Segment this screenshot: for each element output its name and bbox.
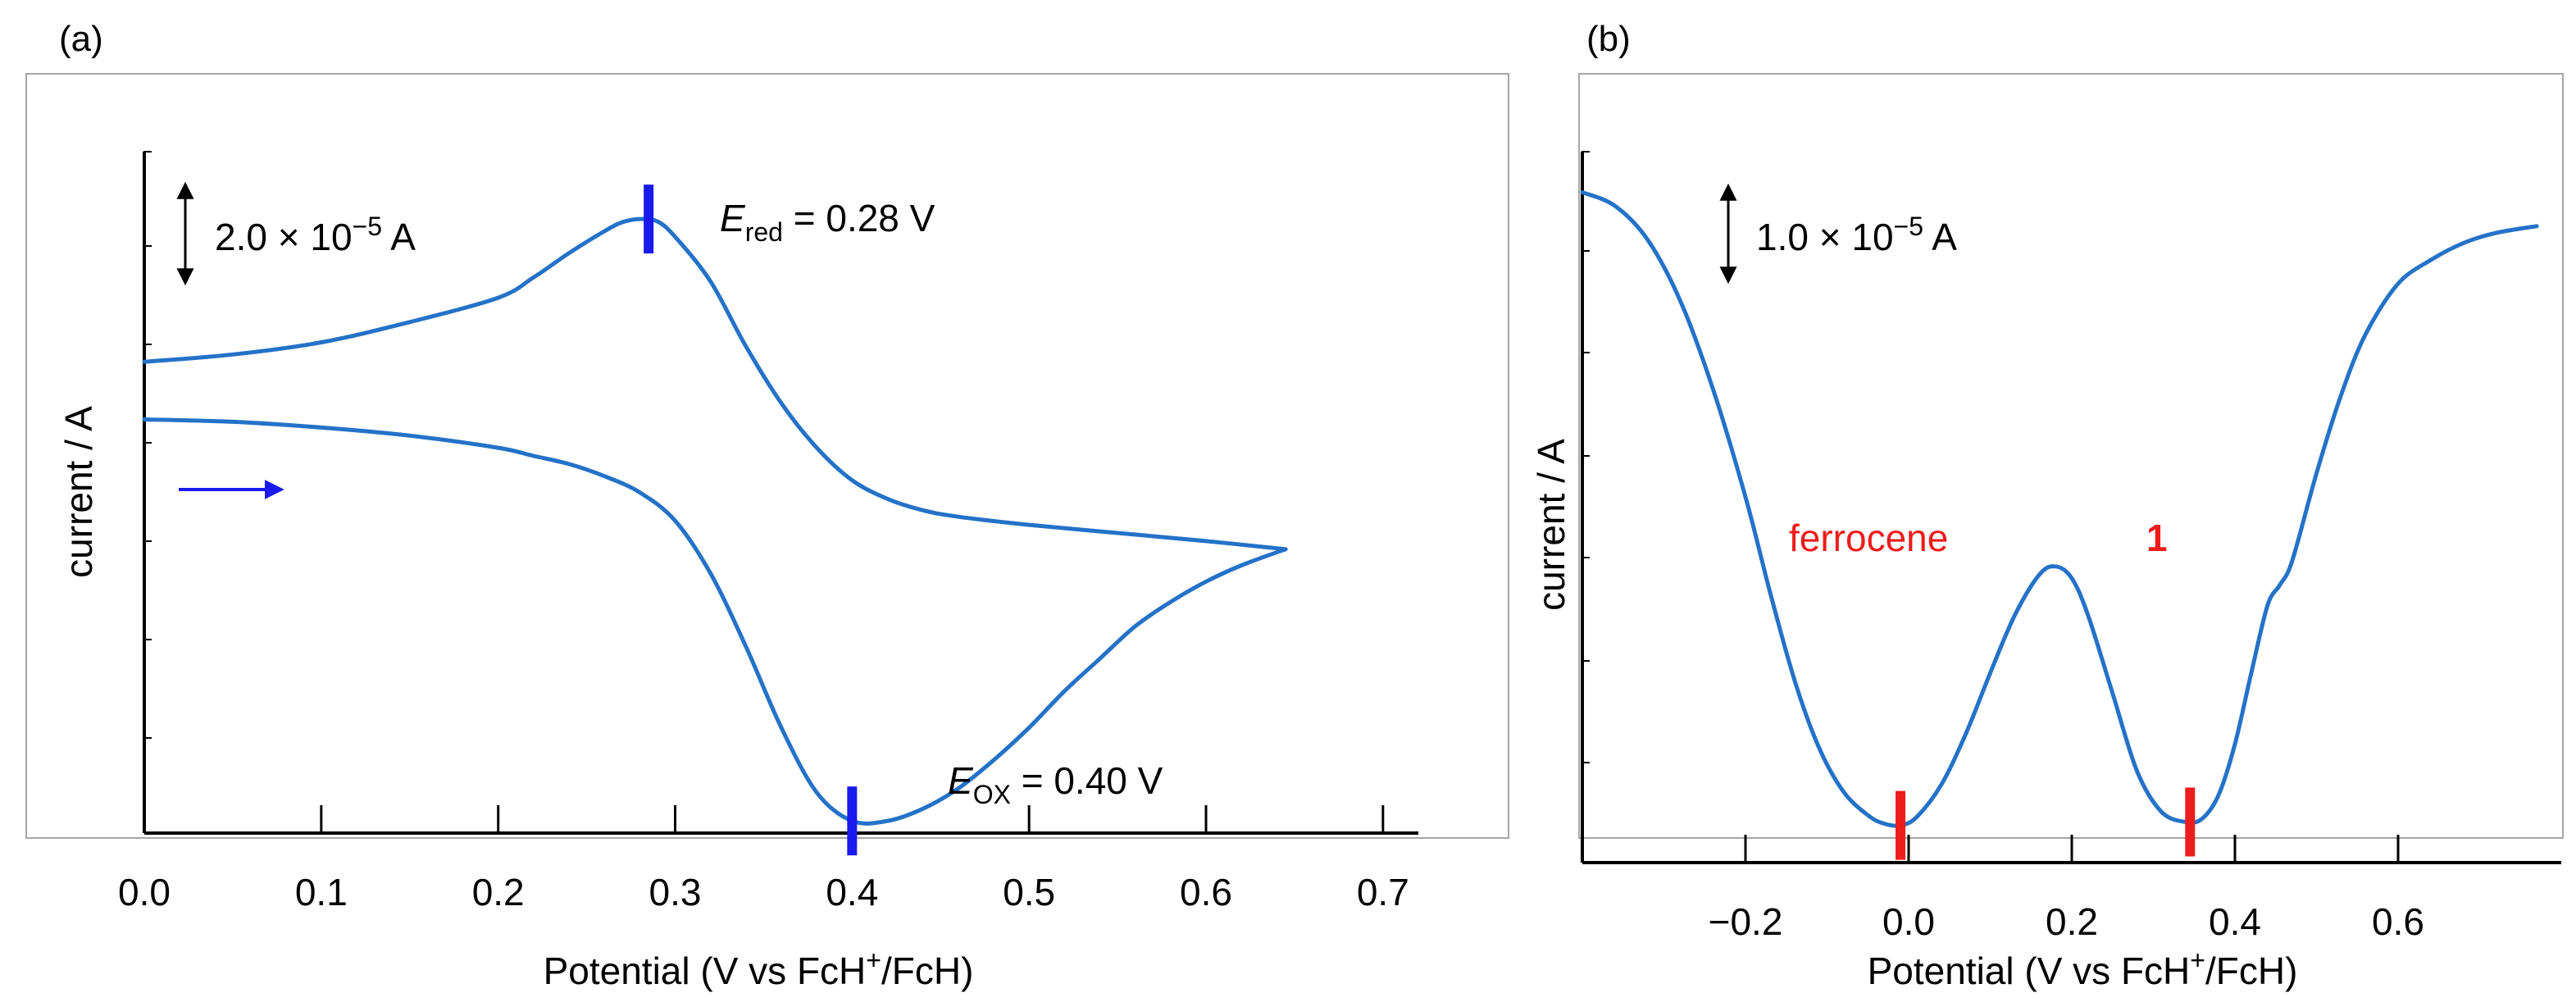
panel-a-peak-markers — [644, 184, 858, 856]
x-tick-label: 0.4 — [2209, 900, 2261, 943]
panel-a-x-axis-label: Potential (V vs FcH+/FcH) — [544, 945, 974, 992]
panel-b-series — [1580, 190, 2539, 828]
x-tick-label: −0.2 — [1709, 900, 1783, 943]
panel-a-y-ticks — [143, 151, 152, 739]
panel-b-scale-bar-label: 1.0 × 10−5 A — [1756, 212, 1957, 258]
panel-b-y-ticks — [1582, 151, 1590, 763]
panel-a-y-axis-label: current / A — [57, 406, 100, 578]
panel-a: (a) 0.0 0.1 0.2 0.3 0.4 0.5 0.6 0.7 2.0 × 10−5 … — [25, 19, 1509, 992]
panel-a-label: (a) — [59, 19, 103, 59]
x-tick-label: 0.3 — [649, 871, 702, 913]
panel-b-label: (b) — [1586, 19, 1631, 59]
x-tick-label: 0.6 — [1180, 871, 1232, 913]
series-line-dpv — [1580, 190, 2539, 828]
peak-marker — [644, 184, 654, 254]
panel-b-peak-markers — [1896, 787, 2196, 860]
panel-b-frame — [1578, 73, 2564, 839]
panel-b-x-axis-label: Potential (V vs FcH+/FcH) — [1868, 945, 2298, 992]
panel-a-scale-bar-label: 2.0 × 10−5 A — [215, 212, 416, 258]
annotation-e-red: Ered = 0.28 V — [720, 197, 935, 247]
series-line-cv-return — [142, 216, 1288, 552]
x-tick-label: 0.2 — [2046, 900, 2098, 943]
panel-a-x-tick-labels: 0.0 0.1 0.2 0.3 0.4 0.5 0.6 0.7 — [118, 871, 1409, 913]
panel-b: (b) −0.2 0.0 0.2 0.4 0.6 1.0 × 10−5 A ferroc… — [1530, 19, 2564, 992]
series-line-cv — [142, 417, 1288, 826]
panel-b-x-ticks — [1744, 835, 2400, 863]
panel-a-x-ticks — [143, 805, 1385, 833]
x-tick-label: 0.0 — [1882, 900, 1935, 943]
panel-b-y-axis-label: current / A — [1530, 439, 1572, 611]
x-tick-label: 0.5 — [1003, 871, 1055, 913]
x-tick-label: 0.7 — [1357, 871, 1409, 913]
peak-marker — [2185, 787, 2196, 857]
peak-marker — [847, 786, 858, 856]
x-tick-label: 0.1 — [295, 871, 348, 913]
x-tick-label: 0.2 — [472, 871, 525, 913]
x-tick-label: 0.6 — [2372, 900, 2424, 943]
panel-b-x-tick-labels: −0.2 0.0 0.2 0.4 0.6 — [1709, 900, 2424, 943]
panel-a-series — [142, 216, 1288, 826]
panel-a-frame — [25, 73, 1509, 839]
x-tick-label: 0.4 — [826, 871, 878, 913]
annotation-ferrocene: ferrocene — [1789, 517, 1948, 559]
peak-marker — [1896, 790, 1906, 860]
annotation-e-ox: EOX = 0.40 V — [948, 759, 1163, 809]
x-tick-label: 0.0 — [118, 871, 171, 913]
annotation-compound-1: 1 — [2146, 517, 2168, 559]
